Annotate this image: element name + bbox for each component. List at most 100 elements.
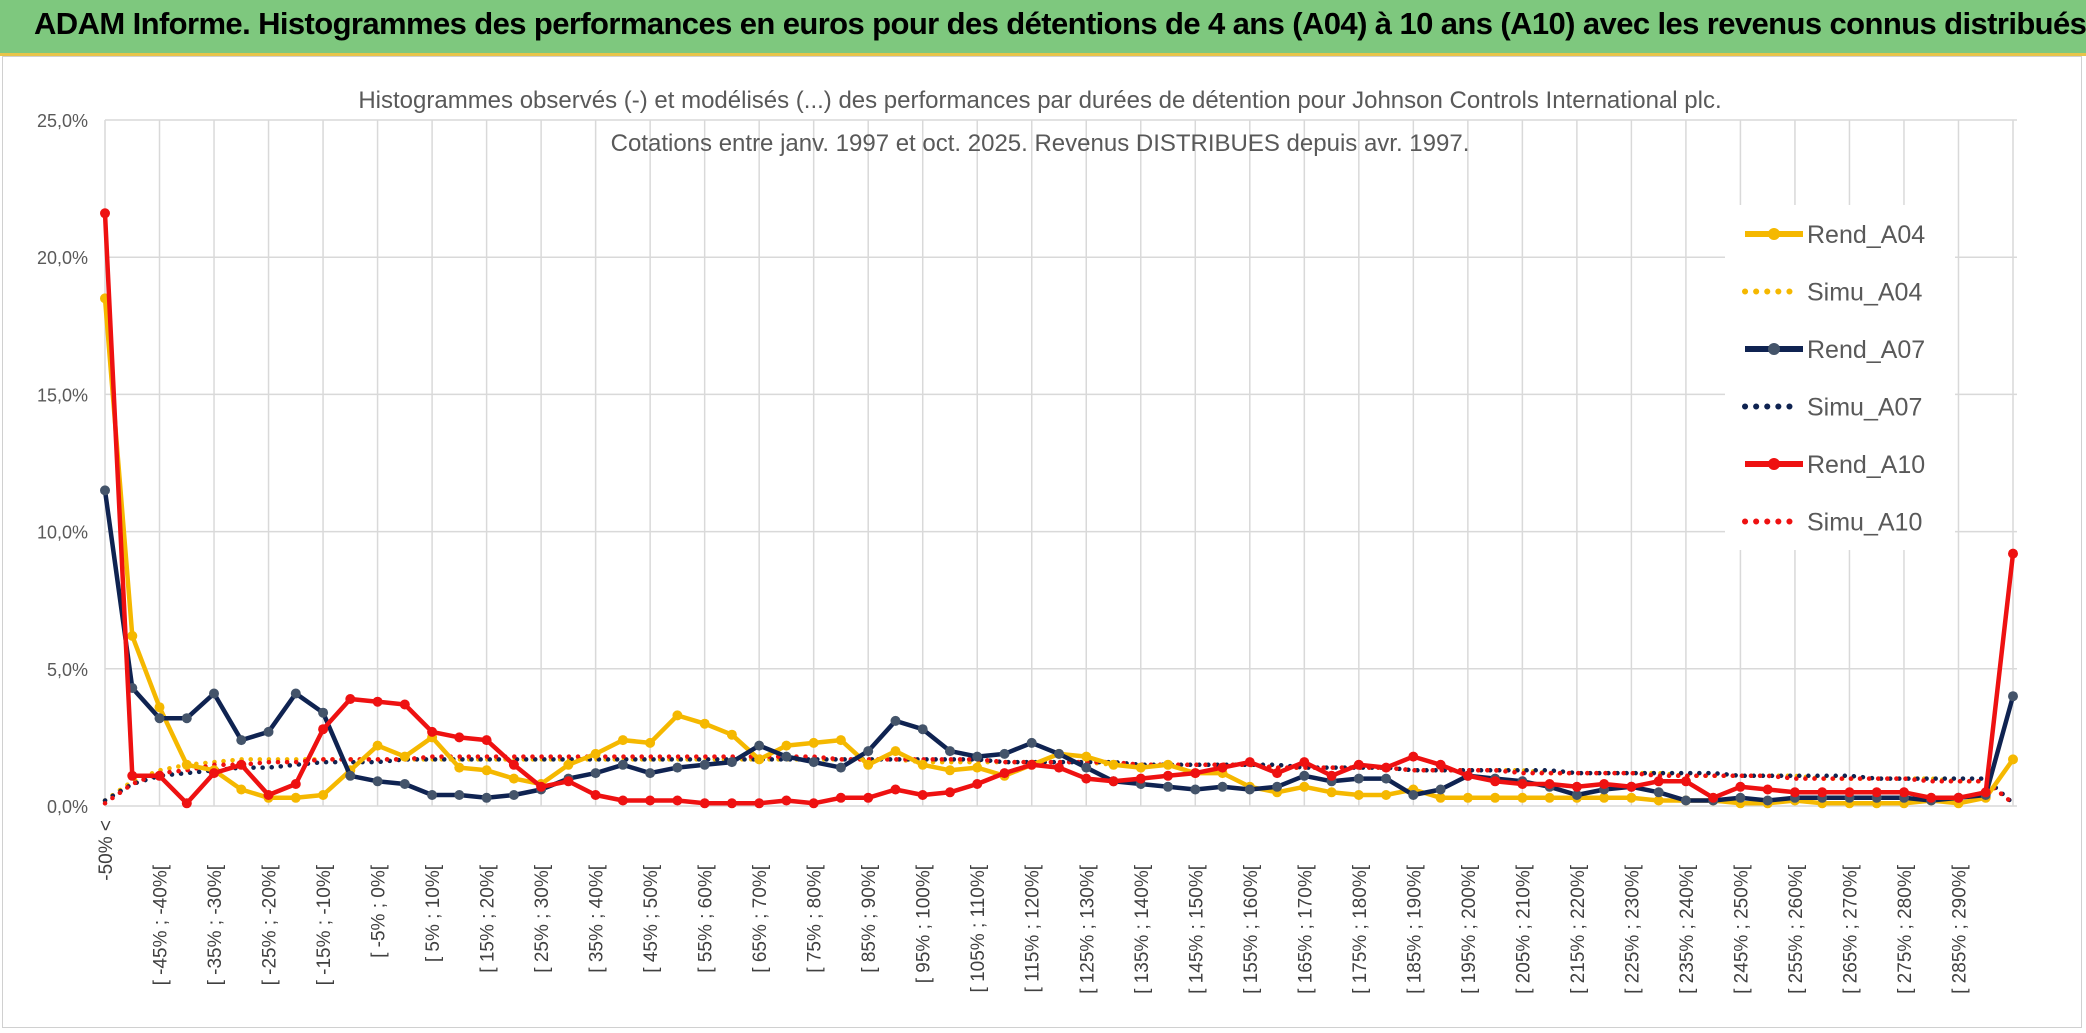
data-point xyxy=(1244,757,1255,768)
data-point xyxy=(835,762,846,773)
data-point xyxy=(372,776,383,787)
data-point xyxy=(1217,762,1228,773)
x-tick-label: [ 245% ; 250%[ xyxy=(1731,864,1752,994)
data-point xyxy=(181,798,192,809)
data-point xyxy=(1980,787,1991,798)
x-tick-label: [ -25% ; -20%[ xyxy=(260,864,281,985)
series-line xyxy=(102,754,2016,806)
data-point xyxy=(726,729,737,740)
data-point xyxy=(481,792,492,803)
data-point xyxy=(1163,781,1173,792)
data-point xyxy=(1544,792,1555,803)
data-point xyxy=(972,762,983,773)
legend-label: Simu_A04 xyxy=(1807,279,1922,307)
data-point xyxy=(890,784,901,795)
series-layer xyxy=(100,208,2018,809)
data-point xyxy=(1653,795,1664,806)
data-point xyxy=(1899,787,1909,798)
x-tick-label: [ 115% ; 120%[ xyxy=(1023,864,1044,992)
data-point xyxy=(1135,773,1146,784)
data-point xyxy=(345,770,356,781)
data-point xyxy=(181,713,192,724)
data-point xyxy=(1926,792,1937,803)
data-point xyxy=(1054,762,1064,773)
chart-frame xyxy=(2,56,2082,1028)
data-point xyxy=(399,751,410,762)
data-point xyxy=(2008,754,2018,765)
data-point xyxy=(699,718,710,729)
x-tick-label: [ 155% ; 160%[ xyxy=(1241,864,1262,994)
x-tick-label: [ 65% ; 70%[ xyxy=(750,864,771,972)
data-point xyxy=(154,702,165,713)
data-point xyxy=(1599,779,1610,789)
data-point xyxy=(209,688,219,699)
data-point xyxy=(808,737,819,748)
data-point xyxy=(1599,792,1610,803)
y-tick-label: 0,0% xyxy=(47,797,88,817)
x-tick-label: [ 255% ; 260%[ xyxy=(1786,864,1807,994)
data-point xyxy=(154,713,165,724)
data-point xyxy=(1272,768,1283,779)
x-tick-label: [ 15% ; 20%[ xyxy=(478,864,499,972)
data-point xyxy=(835,735,846,746)
data-point xyxy=(1026,737,1037,748)
data-point xyxy=(1762,795,1773,806)
data-point xyxy=(263,790,274,800)
data-point xyxy=(645,768,656,779)
x-tick-label: [ 105% ; 110%[ xyxy=(968,864,989,992)
x-tick-label: [ 185% ; 190%[ xyxy=(1404,864,1425,994)
data-point xyxy=(1353,759,1364,770)
legend-item: Rend_A04 xyxy=(1745,221,1925,249)
data-point xyxy=(318,724,329,735)
data-point xyxy=(645,737,656,748)
x-tick-label: [ -35% ; -30%[ xyxy=(205,864,226,985)
data-point xyxy=(945,787,955,798)
legend-label: Rend_A07 xyxy=(1807,336,1925,364)
data-point xyxy=(563,759,574,770)
data-point xyxy=(890,715,901,726)
data-point xyxy=(699,798,710,809)
data-point xyxy=(100,485,110,496)
data-point xyxy=(1517,779,1528,789)
legend-item: Simu_A07 xyxy=(1742,394,1922,422)
data-point xyxy=(290,792,301,803)
data-point xyxy=(1490,792,1501,803)
data-point xyxy=(1571,790,1582,800)
data-point xyxy=(1163,759,1173,770)
data-point xyxy=(699,759,710,770)
data-point xyxy=(1054,748,1064,759)
legend-box xyxy=(1725,205,1955,550)
data-point xyxy=(1026,759,1037,770)
x-tick-label: [ 85% ; 90%[ xyxy=(859,864,880,972)
data-point xyxy=(508,790,519,800)
data-point xyxy=(1190,768,1201,779)
data-point xyxy=(917,790,928,800)
legend-label: Simu_A07 xyxy=(1807,394,1922,422)
data-point xyxy=(999,768,1010,779)
x-tick-label: [ 275% ; 280%[ xyxy=(1895,864,1916,994)
data-point xyxy=(1789,787,1800,798)
data-point xyxy=(590,748,601,759)
data-point xyxy=(617,735,628,746)
data-point xyxy=(454,732,465,743)
data-point xyxy=(1081,773,1092,784)
data-point xyxy=(399,779,410,789)
data-point xyxy=(372,696,383,707)
data-point xyxy=(1081,751,1092,762)
data-point xyxy=(427,726,438,737)
data-point xyxy=(863,792,874,803)
series-simu-a10 xyxy=(102,754,2016,806)
data-point xyxy=(1272,781,1283,792)
data-point xyxy=(890,746,901,757)
data-point xyxy=(1817,787,1828,798)
x-tick-label: [ 55% ; 60%[ xyxy=(696,864,717,972)
data-point xyxy=(481,735,492,746)
x-tick-label: [ 285% ; 290%[ xyxy=(1949,864,1970,994)
data-point xyxy=(754,798,765,809)
data-point xyxy=(1653,776,1664,787)
legend-item: Simu_A04 xyxy=(1742,279,1922,307)
data-point xyxy=(127,770,138,781)
data-point xyxy=(372,740,383,751)
report-title: ADAM Informe. Histogrammes des performan… xyxy=(34,6,2086,41)
